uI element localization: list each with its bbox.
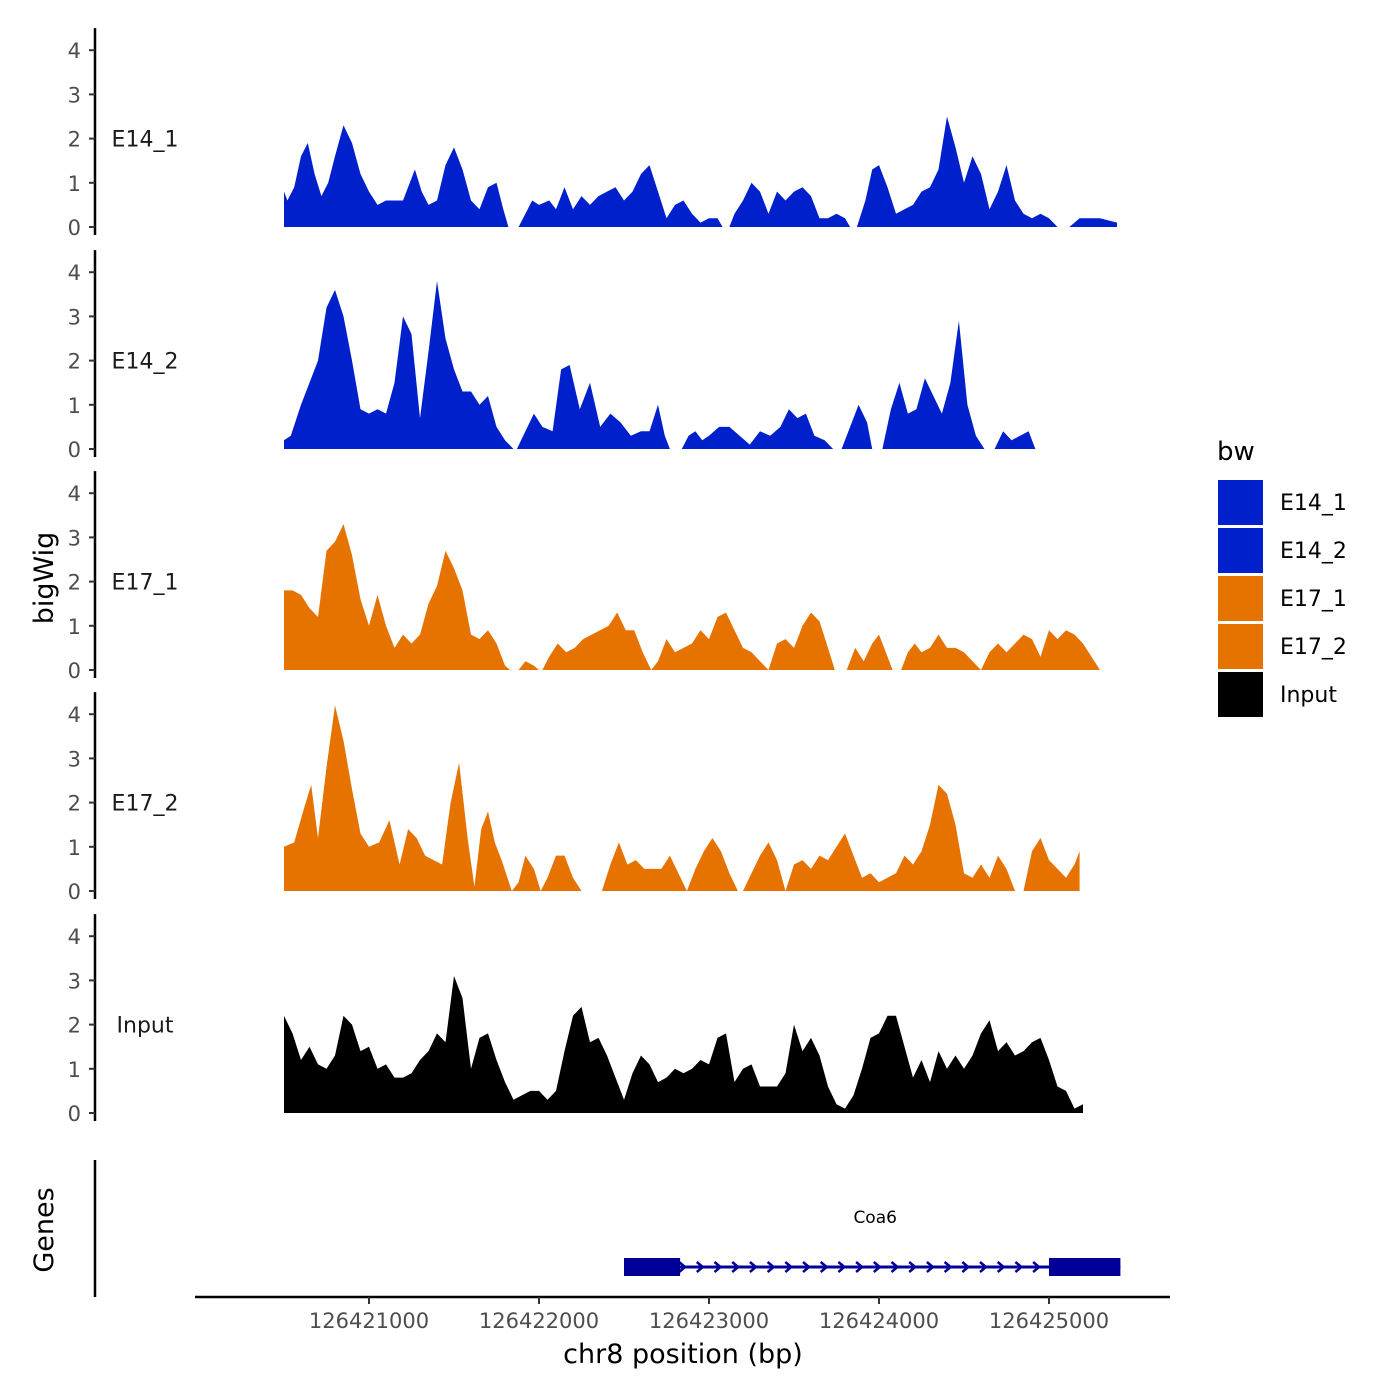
track-label: E14_2 bbox=[112, 350, 179, 375]
legend-label: Input bbox=[1280, 683, 1337, 708]
strand-arrow bbox=[731, 1261, 741, 1273]
legend-item: E17_1 bbox=[1218, 576, 1347, 621]
strand-arrow bbox=[890, 1261, 900, 1273]
legend-item: E17_2 bbox=[1218, 624, 1347, 669]
strand-arrow bbox=[961, 1261, 971, 1273]
x-tick-label: 126422000 bbox=[479, 1309, 599, 1333]
x-tick-label: 126424000 bbox=[819, 1309, 939, 1333]
y-tick-label: 2 bbox=[68, 792, 81, 816]
y-tick-label: 4 bbox=[68, 261, 81, 285]
gene-name-label: Coa6 bbox=[853, 1208, 897, 1228]
gene-panel: Coa6 bbox=[93, 1160, 1121, 1297]
strand-arrow bbox=[837, 1261, 847, 1273]
y-tick-label: 2 bbox=[68, 128, 81, 152]
track-e17-2: 0 1 2 3 4 E17_2 bbox=[68, 692, 1080, 904]
track-e14-1: 0 1 2 3 4 E14_1 bbox=[68, 28, 1117, 240]
y-tick-label: 4 bbox=[68, 703, 81, 727]
strand-arrow bbox=[908, 1261, 918, 1273]
coverage-area-input bbox=[284, 976, 1083, 1113]
strand-arrow bbox=[713, 1261, 723, 1273]
track-input: 0 1 2 3 4 Input bbox=[68, 914, 1083, 1126]
strand-arrow bbox=[996, 1261, 1006, 1273]
y-tick-label: 1 bbox=[68, 172, 81, 196]
legend-label: E14_2 bbox=[1280, 539, 1347, 564]
strand-arrow bbox=[1014, 1261, 1024, 1273]
y-tick-label: 1 bbox=[68, 615, 81, 639]
x-axis-title: chr8 position (bp) bbox=[563, 1339, 803, 1370]
strand-arrow bbox=[1032, 1261, 1042, 1273]
strand-arrow bbox=[749, 1261, 758, 1273]
legend-swatch bbox=[1218, 624, 1263, 669]
track-label: Input bbox=[117, 1014, 174, 1039]
y-tick-label: 0 bbox=[68, 880, 81, 904]
coverage-area-e14-1 bbox=[284, 116, 1117, 227]
y-tick-label: 0 bbox=[68, 438, 81, 462]
strand-arrow bbox=[766, 1261, 776, 1273]
coverage-area-e17-1 bbox=[284, 524, 1100, 670]
strand-arrow bbox=[872, 1261, 882, 1273]
track-label: E17_1 bbox=[112, 571, 179, 596]
y-tick-label: 0 bbox=[68, 216, 81, 240]
track-e17-1: 0 1 2 3 4 E17_1 bbox=[68, 471, 1100, 683]
legend-swatch bbox=[1218, 528, 1263, 573]
strand-arrow bbox=[943, 1261, 953, 1273]
y-tick-label: 3 bbox=[68, 747, 81, 771]
strand-arrow bbox=[819, 1261, 829, 1273]
y-tick-label: 0 bbox=[68, 659, 81, 683]
legend-label: E17_1 bbox=[1280, 587, 1347, 612]
genes-panel-title: Genes bbox=[29, 1187, 60, 1272]
y-tick-label: 1 bbox=[68, 1058, 81, 1082]
y-tick-label: 4 bbox=[68, 39, 81, 63]
y-tick-label: 2 bbox=[68, 1014, 81, 1038]
gene-coa6: Coa6 bbox=[624, 1208, 1121, 1276]
legend-item: E14_2 bbox=[1218, 528, 1347, 573]
track-e14-2: 0 1 2 3 4 E14_2 bbox=[68, 250, 1036, 462]
legend-swatch bbox=[1218, 480, 1263, 525]
y-tick-label: 2 bbox=[68, 350, 81, 374]
coverage-area-e14-2 bbox=[284, 281, 1036, 449]
coverage-area-e17-2 bbox=[284, 705, 1080, 891]
strand-arrow bbox=[678, 1261, 688, 1273]
y-tick-label: 0 bbox=[68, 1102, 81, 1126]
track-label: E17_2 bbox=[112, 792, 179, 817]
legend-swatch bbox=[1218, 576, 1263, 621]
legend-item: E14_1 bbox=[1218, 480, 1347, 525]
y-tick-label: 1 bbox=[68, 394, 81, 418]
track-label: E14_1 bbox=[112, 128, 179, 153]
y-tick-label: 3 bbox=[68, 305, 81, 329]
x-tick-label: 126421000 bbox=[309, 1309, 429, 1333]
y-tick-label: 4 bbox=[68, 925, 81, 949]
y-tick-label: 3 bbox=[68, 526, 81, 550]
strand-arrow bbox=[784, 1261, 794, 1273]
coverage-tracks: 0 1 2 3 4 E14_1 0 1 2 3 4 E14_2 0 1 2 3 4 E17_1 0 1 2 3 4 E17_2… bbox=[68, 28, 1117, 1126]
strand-arrow bbox=[855, 1261, 865, 1273]
strand-arrow bbox=[802, 1261, 811, 1273]
gene-exon bbox=[624, 1258, 681, 1276]
x-axis: 126421000 126422000 126423000 126424000 1264… bbox=[195, 1295, 1170, 1333]
legend-item: Input bbox=[1218, 672, 1337, 717]
legend-swatch bbox=[1218, 672, 1263, 717]
y-axis-title: bigWig bbox=[29, 532, 60, 625]
y-tick-label: 3 bbox=[68, 83, 81, 107]
y-tick-label: 1 bbox=[68, 836, 81, 860]
y-tick-label: 3 bbox=[68, 969, 81, 993]
x-tick-label: 126425000 bbox=[989, 1309, 1109, 1333]
x-tick-label: 126423000 bbox=[649, 1309, 769, 1333]
y-tick-label: 2 bbox=[68, 571, 81, 595]
strand-arrow bbox=[926, 1261, 935, 1273]
legend-title: bw bbox=[1217, 437, 1255, 467]
strand-arrow bbox=[979, 1261, 988, 1273]
gene-exon bbox=[1049, 1258, 1121, 1276]
legend-label: E17_2 bbox=[1280, 635, 1347, 660]
legend-label: E14_1 bbox=[1280, 491, 1347, 516]
y-tick-label: 4 bbox=[68, 482, 81, 506]
legend: bw E14_1 E14_2 E17_1 E17_2 Input bbox=[1217, 437, 1347, 717]
strand-arrow bbox=[695, 1261, 705, 1273]
